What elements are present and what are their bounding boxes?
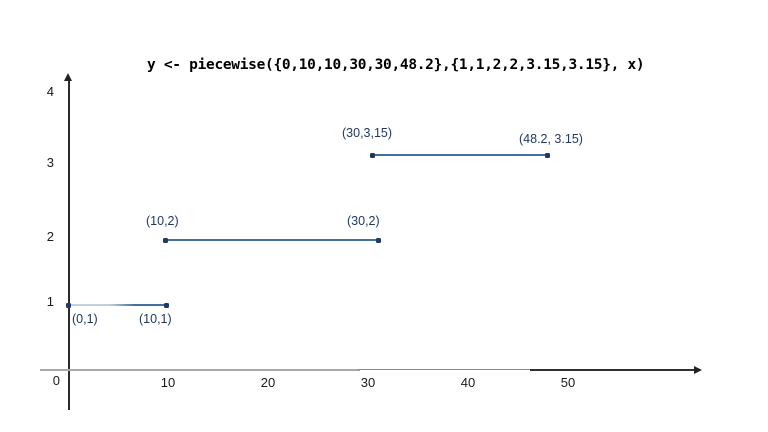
point-label: (10,1) (139, 312, 172, 326)
data-point (162, 237, 168, 243)
x-tick-label: 10 (160, 375, 176, 390)
segment-line (165, 239, 378, 241)
x-tick-label: 20 (260, 375, 276, 390)
y-tick-label: 1 (46, 294, 54, 309)
segment-line (372, 154, 547, 156)
y-tick-label: 4 (46, 84, 54, 99)
data-point (163, 302, 169, 308)
y-tick-label: 2 (46, 229, 54, 244)
x-tick-label: 50 (560, 375, 576, 390)
data-point (544, 152, 550, 158)
y-axis-line (68, 80, 70, 410)
x-axis-line-dark-segment (530, 369, 696, 371)
point-label: (30,2) (347, 214, 380, 228)
origin-tick-label: 0 (52, 373, 60, 388)
y-tick-label: 3 (46, 155, 54, 170)
point-label: (30,3,15) (342, 126, 393, 140)
x-axis-line-gray-segment (40, 368, 360, 371)
y-axis-arrow-icon (64, 73, 72, 81)
x-tick-label: 40 (460, 375, 476, 390)
x-axis-arrow-icon (694, 365, 702, 374)
x-tick-label: 30 (360, 375, 376, 390)
point-label: (0,1) (72, 312, 98, 326)
data-point (369, 152, 375, 158)
data-point (375, 237, 381, 243)
data-point (65, 302, 71, 308)
segment-line (68, 304, 166, 306)
point-label: (48.2, 3.15) (519, 132, 583, 146)
plot-title: y <- piecewise({0,10,10,30,30,48.2},{1,1… (147, 57, 645, 73)
x-axis-line-mid-segment (358, 368, 531, 371)
point-label: (10,2) (146, 214, 179, 228)
